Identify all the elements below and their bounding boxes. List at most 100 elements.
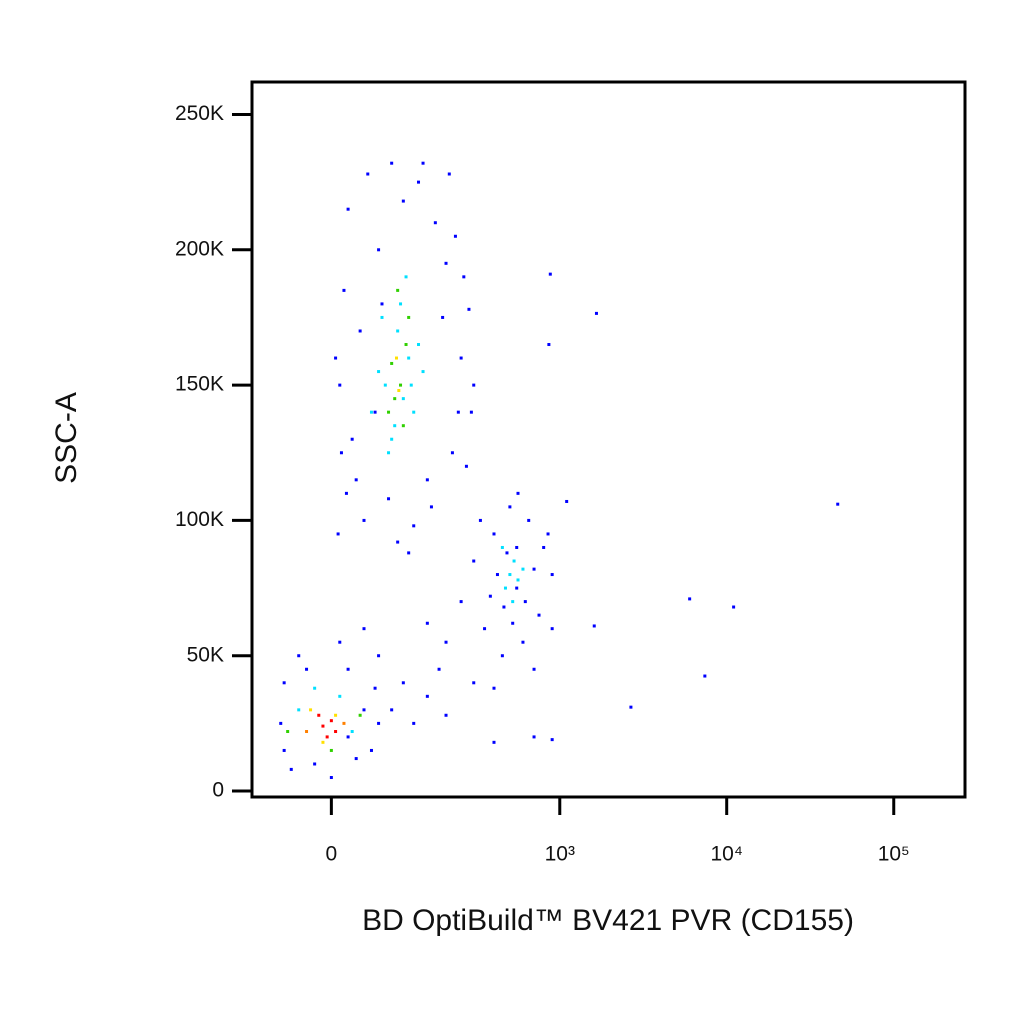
point bbox=[459, 356, 463, 360]
point bbox=[532, 567, 536, 571]
point bbox=[472, 681, 476, 685]
x-tick-label: 10³ bbox=[545, 843, 575, 866]
point bbox=[305, 730, 309, 734]
point bbox=[342, 288, 346, 292]
point bbox=[380, 302, 384, 306]
point bbox=[358, 329, 362, 333]
point bbox=[329, 776, 333, 780]
point bbox=[462, 275, 466, 279]
point bbox=[339, 451, 343, 455]
point bbox=[488, 594, 492, 598]
point bbox=[338, 383, 342, 387]
point bbox=[444, 261, 448, 265]
point bbox=[305, 667, 309, 671]
point bbox=[421, 370, 425, 374]
point bbox=[297, 654, 301, 658]
point bbox=[338, 694, 342, 698]
point bbox=[377, 248, 381, 252]
point bbox=[433, 221, 437, 225]
point bbox=[546, 532, 550, 536]
point bbox=[550, 627, 554, 631]
y-tick-label: 50K bbox=[187, 643, 224, 666]
point bbox=[537, 613, 541, 617]
point bbox=[456, 410, 460, 414]
point bbox=[297, 708, 301, 712]
point bbox=[383, 383, 387, 387]
point bbox=[390, 361, 394, 365]
y-tick-label: 200K bbox=[175, 237, 224, 260]
x-tick-label: 10⁵ bbox=[878, 843, 910, 866]
point bbox=[483, 627, 487, 631]
point bbox=[447, 172, 451, 176]
point bbox=[508, 573, 512, 577]
point bbox=[412, 524, 416, 528]
point bbox=[377, 370, 381, 374]
y-axis-title: SSC-A bbox=[50, 392, 83, 484]
point bbox=[732, 605, 736, 609]
point bbox=[409, 383, 413, 387]
y-tick-label: 150K bbox=[175, 373, 224, 396]
point bbox=[515, 545, 519, 549]
point bbox=[396, 288, 400, 292]
point bbox=[532, 735, 536, 739]
point bbox=[401, 424, 405, 428]
point bbox=[362, 627, 366, 631]
point bbox=[401, 199, 405, 203]
point bbox=[425, 621, 429, 625]
point bbox=[387, 410, 391, 414]
point bbox=[404, 343, 408, 347]
point bbox=[329, 748, 333, 752]
point bbox=[521, 567, 525, 571]
point bbox=[334, 713, 338, 717]
point bbox=[629, 705, 633, 709]
point bbox=[450, 451, 454, 455]
point bbox=[512, 559, 516, 563]
point bbox=[594, 311, 598, 315]
point bbox=[334, 356, 338, 360]
point bbox=[444, 713, 448, 717]
point bbox=[836, 502, 840, 506]
point bbox=[286, 730, 290, 734]
point bbox=[399, 302, 403, 306]
point bbox=[289, 767, 293, 771]
point bbox=[358, 713, 362, 717]
point bbox=[421, 161, 425, 165]
point bbox=[407, 551, 411, 555]
point bbox=[390, 161, 394, 165]
point bbox=[394, 356, 398, 360]
point bbox=[313, 686, 317, 690]
point bbox=[393, 397, 397, 401]
point bbox=[550, 573, 554, 577]
point bbox=[467, 307, 471, 311]
point bbox=[346, 667, 350, 671]
point bbox=[387, 451, 391, 455]
point bbox=[417, 180, 421, 184]
point bbox=[362, 708, 366, 712]
point bbox=[317, 713, 321, 717]
point bbox=[511, 621, 515, 625]
point bbox=[407, 315, 411, 319]
point bbox=[472, 559, 476, 563]
point bbox=[412, 721, 416, 725]
point bbox=[373, 410, 377, 414]
point bbox=[464, 464, 468, 468]
point bbox=[329, 719, 333, 723]
point bbox=[495, 573, 499, 577]
point bbox=[459, 600, 463, 604]
point bbox=[401, 397, 405, 401]
point bbox=[407, 356, 411, 360]
point bbox=[354, 757, 358, 761]
point bbox=[362, 518, 366, 522]
point bbox=[321, 740, 325, 744]
point bbox=[396, 329, 400, 333]
point bbox=[321, 724, 325, 728]
x-axis-title: BD OptiBuild™ BV421 PVR (CD155) bbox=[362, 904, 854, 937]
y-tick-label: 0 bbox=[212, 779, 224, 802]
point bbox=[350, 437, 354, 441]
point bbox=[592, 624, 596, 628]
point bbox=[500, 654, 504, 658]
point bbox=[344, 491, 348, 495]
point bbox=[401, 681, 405, 685]
x-tick-label: 10⁴ bbox=[711, 843, 743, 866]
point bbox=[313, 762, 317, 766]
